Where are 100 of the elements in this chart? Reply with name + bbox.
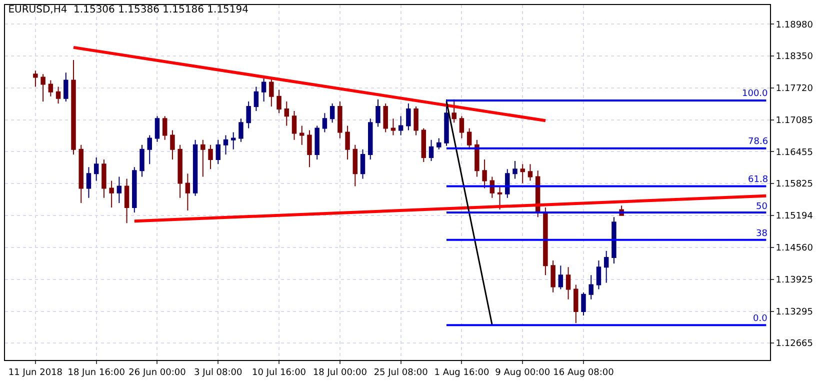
candlestick xyxy=(360,148,366,180)
candlestick xyxy=(178,144,182,198)
candlestick xyxy=(414,106,418,136)
x-tick-label: 1 Aug 16:00 xyxy=(434,368,490,378)
candlestick xyxy=(216,139,220,165)
candlestick xyxy=(604,250,609,284)
candlestick xyxy=(170,130,175,160)
candlestick xyxy=(390,118,396,136)
candlestick xyxy=(314,125,320,160)
candlestick xyxy=(368,118,373,160)
candlestick xyxy=(56,86,61,104)
candlestick xyxy=(330,102,335,124)
candlestick xyxy=(238,118,244,142)
candlestick xyxy=(444,98,449,146)
y-tick-label: 1.16455 xyxy=(776,148,814,158)
y-tick-label: 1.18350 xyxy=(776,52,814,62)
y-tick-label: 1.13925 xyxy=(776,276,814,286)
y-tick-label: 1.17085 xyxy=(776,116,814,126)
candlestick xyxy=(474,139,480,178)
candlestick xyxy=(140,144,144,178)
x-tick-label: 25 Jul 08:00 xyxy=(374,368,428,378)
candlestick xyxy=(466,128,472,150)
candlestick xyxy=(612,216,616,264)
candlestick xyxy=(185,173,190,212)
candlestick xyxy=(452,98,456,124)
candlestick xyxy=(71,60,76,155)
x-tick-label: 3 Jul 08:00 xyxy=(194,368,243,378)
x-tick-label: 10 Jul 16:00 xyxy=(252,368,306,378)
y-tick-label: 1.12665 xyxy=(776,339,814,350)
series-label: 100.0 xyxy=(742,89,768,99)
chart-title: EURUSD,H4 1.15306 1.15386 1.15186 1.15194 xyxy=(8,4,249,16)
series-label: 0.0 xyxy=(753,314,768,324)
y-tick-label: 1.17720 xyxy=(776,84,814,94)
candlestick xyxy=(300,125,304,146)
series-label: 38 xyxy=(756,229,768,239)
x-tick-label: 18 Jun 16:00 xyxy=(68,368,126,378)
candlestick xyxy=(246,100,251,129)
candlestick xyxy=(102,159,106,198)
series-label: 61.8 xyxy=(748,175,768,185)
y-tick-label: 1.15194 xyxy=(776,212,814,222)
candlestick xyxy=(588,274,594,300)
candlestick xyxy=(200,139,206,178)
candlestick xyxy=(383,102,388,133)
candlestick xyxy=(230,132,236,150)
x-tick-label: 9 Aug 00:00 xyxy=(495,368,550,378)
candlestick xyxy=(64,72,68,102)
candlestick xyxy=(345,125,350,160)
candlestick xyxy=(124,178,130,224)
candlestick xyxy=(558,265,564,290)
y-tick-label: 1.13295 xyxy=(776,307,814,318)
candlestick xyxy=(338,100,342,139)
candlestick xyxy=(33,70,38,88)
candlestick xyxy=(284,100,290,126)
x-tick-label: 26 Jun 00:00 xyxy=(128,368,186,378)
candlestick xyxy=(48,80,54,97)
candlestick xyxy=(78,144,84,204)
candlestick xyxy=(596,260,602,290)
candlestick xyxy=(398,116,404,136)
candlestick xyxy=(154,116,160,142)
y-tick-label: 1.15825 xyxy=(776,180,814,190)
candlestick xyxy=(254,86,259,112)
candlestick xyxy=(512,160,518,180)
candlestick xyxy=(566,266,571,300)
candlestick xyxy=(292,110,297,140)
candlestick xyxy=(208,144,213,170)
candlestick xyxy=(505,168,510,198)
candlestick xyxy=(109,180,114,208)
candlestick xyxy=(162,116,168,140)
x-tick-label: 16 Aug 08:00 xyxy=(553,368,614,378)
candlestick xyxy=(528,164,533,182)
candlestick xyxy=(322,112,328,133)
y-tick-label: 1.18980 xyxy=(776,20,814,30)
candlestick xyxy=(421,128,426,163)
candlestick xyxy=(459,116,464,139)
candlestick xyxy=(376,98,380,128)
candlestick xyxy=(132,166,137,214)
candlestick xyxy=(269,76,274,107)
candlestick xyxy=(86,166,92,198)
candlestick xyxy=(147,134,152,165)
candlestick xyxy=(497,186,502,210)
candlestick xyxy=(428,139,434,162)
candlestick xyxy=(261,78,266,102)
candlestick xyxy=(581,292,586,316)
y-tick-label: 1.14560 xyxy=(776,244,814,254)
candlestick xyxy=(116,176,122,204)
x-tick-label: 11 Jun 2018 xyxy=(8,368,63,378)
candlestick xyxy=(352,144,358,187)
candlestick xyxy=(94,157,99,182)
series-label: 50 xyxy=(756,202,768,212)
candlestick xyxy=(276,89,282,114)
series-label: 78.6 xyxy=(748,137,768,147)
candlestick xyxy=(40,74,46,102)
candlestick xyxy=(574,284,578,324)
x-tick-label: 18 Jul 00:00 xyxy=(312,368,368,378)
candlestick xyxy=(436,138,442,150)
candlestick xyxy=(550,260,556,293)
candlestick xyxy=(192,139,198,196)
candlestick xyxy=(482,159,487,189)
candlestick xyxy=(307,130,312,168)
candlestick xyxy=(223,134,228,155)
